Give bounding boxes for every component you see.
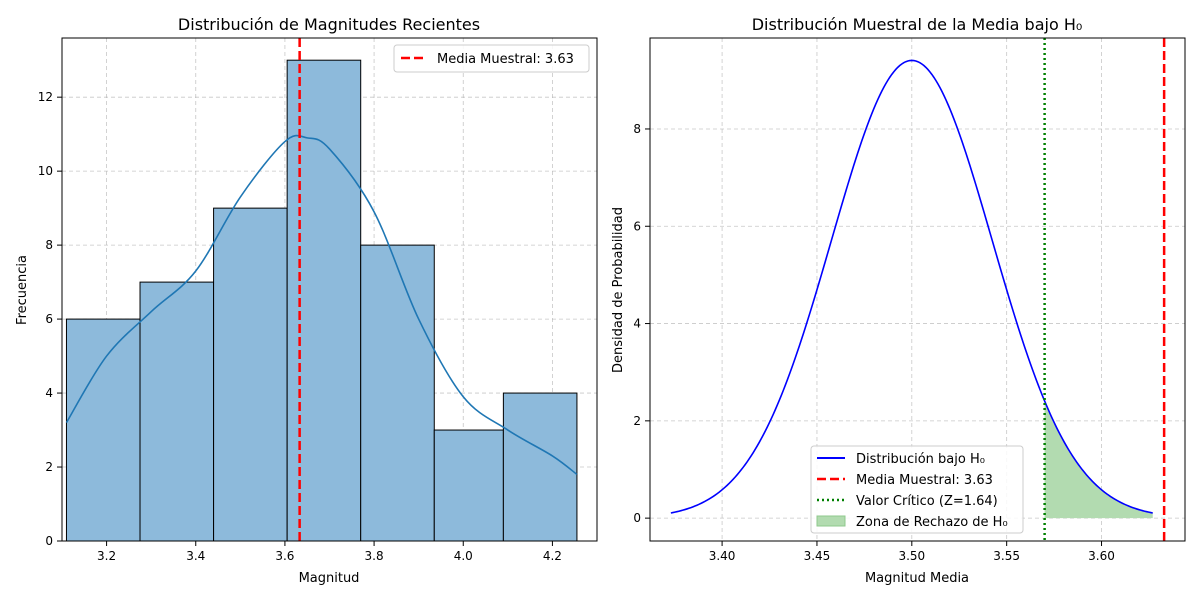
chart2-x-tick-label: 3.60 bbox=[1088, 549, 1115, 563]
chart1-y-tick-label: 2 bbox=[45, 460, 53, 474]
chart2-y-tick-label: 4 bbox=[633, 317, 641, 331]
chart2-legend-label-2: Valor Crítico (Z=1.64) bbox=[856, 494, 998, 509]
chart1-x-label: Magnitud bbox=[299, 571, 360, 586]
histogram-bar bbox=[139, 281, 215, 542]
chart2-legend-label-1: Media Muestral: 3.63 bbox=[856, 473, 993, 488]
chart1-legend: Media Muestral: 3.63 bbox=[393, 44, 590, 73]
chart2-x-tick-label: 3.40 bbox=[709, 549, 736, 563]
histogram-chart: Distribución de Magnitudes Recientes 3.2… bbox=[15, 15, 598, 586]
chart2-density-curve bbox=[670, 59, 1153, 514]
histogram-bar bbox=[286, 59, 362, 542]
chart1-x-tick-label: 3.4 bbox=[186, 549, 205, 563]
chart2-y-ticks: 0 2 4 6 8 bbox=[633, 122, 650, 525]
chart1-y-tick-label: 10 bbox=[38, 164, 53, 178]
chart1-legend-mean-label: Media Muestral: 3.63 bbox=[437, 52, 574, 67]
chart2-x-tick-label: 3.50 bbox=[898, 549, 925, 563]
chart1-x-tick-label: 4.2 bbox=[543, 549, 562, 563]
chart2-x-tick-label: 3.45 bbox=[804, 549, 831, 563]
chart2-legend-label-0: Distribución bajo H₀ bbox=[856, 452, 985, 467]
chart2-legend-label-3: Zona de Rechazo de H₀ bbox=[856, 515, 1008, 530]
chart1-x-tick-label: 3.2 bbox=[97, 549, 116, 563]
histogram-bar bbox=[433, 429, 504, 542]
chart1-plot-frame bbox=[61, 37, 598, 542]
chart1-legend-box bbox=[393, 44, 590, 73]
chart2-legend: Distribución bajo H₀ Media Muestral: 3.6… bbox=[810, 445, 1024, 534]
chart1-y-tick-label: 8 bbox=[45, 238, 53, 252]
chart1-y-tick-label: 6 bbox=[45, 312, 53, 326]
chart2-rejection-zone bbox=[1044, 400, 1153, 519]
chart2-y-tick-label: 0 bbox=[633, 511, 641, 525]
chart1-bars bbox=[65, 59, 578, 542]
chart1-title: Distribución de Magnitudes Recientes bbox=[178, 15, 480, 34]
histogram-bar bbox=[65, 318, 141, 542]
chart1-kde-line bbox=[65, 134, 578, 476]
histogram-bar bbox=[213, 207, 288, 542]
chart2-y-tick-label: 8 bbox=[633, 122, 641, 136]
chart2-y-label: Densidad de Probabilidad bbox=[611, 207, 626, 373]
chart1-y-ticks: 0 2 4 6 8 10 12 bbox=[38, 90, 62, 548]
chart1-x-tick-label: 3.6 bbox=[275, 549, 294, 563]
chart1-x-tick-label: 3.8 bbox=[365, 549, 384, 563]
chart1-y-tick-label: 12 bbox=[38, 90, 53, 104]
chart2-x-ticks: 3.40 3.45 3.50 3.55 3.60 bbox=[709, 541, 1115, 563]
chart1-y-label: Frecuencia bbox=[15, 255, 30, 325]
chart1-x-tick-label: 4.0 bbox=[454, 549, 473, 563]
chart2-title: Distribución Muestral de la Media bajo H… bbox=[752, 15, 1083, 34]
chart2-legend-box bbox=[810, 445, 1024, 534]
chart2-y-tick-label: 2 bbox=[633, 414, 641, 428]
chart2-plot-frame bbox=[649, 37, 1186, 542]
histogram-bar bbox=[502, 392, 578, 542]
chart2-x-label: Magnitud Media bbox=[865, 571, 969, 586]
chart1-y-tick-label: 4 bbox=[45, 386, 53, 400]
chart1-x-ticks: 3.2 3.4 3.6 3.8 4.0 4.2 bbox=[97, 541, 562, 563]
sampling-distribution-chart: Distribución Muestral de la Media bajo H… bbox=[611, 15, 1186, 586]
histogram-bar bbox=[360, 244, 435, 542]
chart1-y-tick-label: 0 bbox=[45, 534, 53, 548]
chart2-x-tick-label: 3.55 bbox=[993, 549, 1020, 563]
chart2-legend-fill-swatch bbox=[816, 515, 846, 527]
chart2-y-tick-label: 6 bbox=[633, 219, 641, 233]
